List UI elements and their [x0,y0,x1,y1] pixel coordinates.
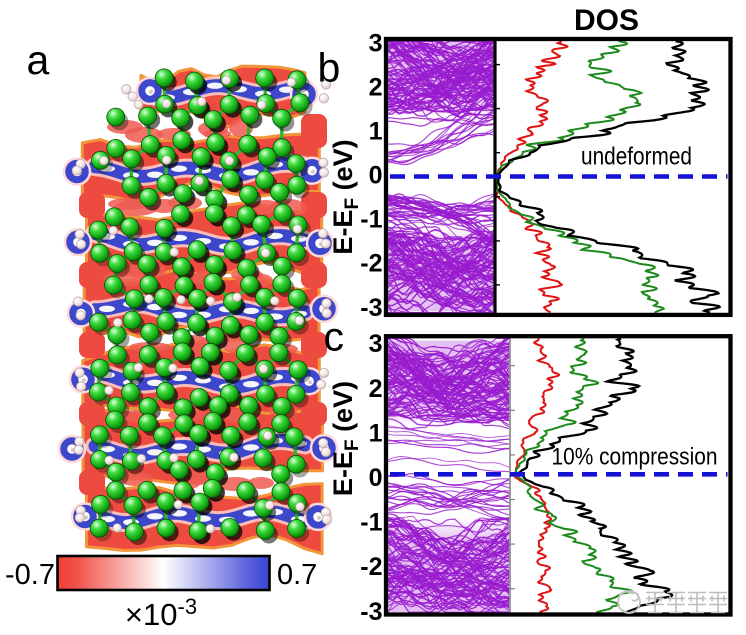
svg-text:1: 1 [369,419,383,447]
svg-text:2: 2 [369,375,383,403]
svg-text:0: 0 [369,162,383,190]
svg-text:E-EF (eV): E-EF (eV) [328,381,363,496]
svg-text:-1: -1 [360,509,382,537]
svg-text:-3: -3 [360,294,382,322]
svg-text:3: 3 [369,330,383,358]
svg-text:c: c [324,314,345,360]
svg-text:0.7: 0.7 [277,559,317,591]
svg-text:-3: -3 [360,598,382,626]
svg-text:10% compression: 10% compression [552,444,718,471]
svg-text:2: 2 [369,73,383,101]
svg-text:-2: -2 [360,553,382,581]
svg-text:1: 1 [369,118,383,146]
svg-text:a: a [27,37,50,83]
svg-text:3: 3 [369,29,383,57]
svg-text:b: b [318,45,341,91]
svg-text:DOS: DOS [574,4,639,37]
svg-text:-0.7: -0.7 [5,559,55,591]
svg-text:0: 0 [369,464,383,492]
svg-text:E-EF (eV): E-EF (eV) [328,139,363,254]
svg-text:-1: -1 [360,206,382,234]
svg-text:-2: -2 [360,250,382,278]
svg-text:undeformed: undeformed [581,143,692,171]
